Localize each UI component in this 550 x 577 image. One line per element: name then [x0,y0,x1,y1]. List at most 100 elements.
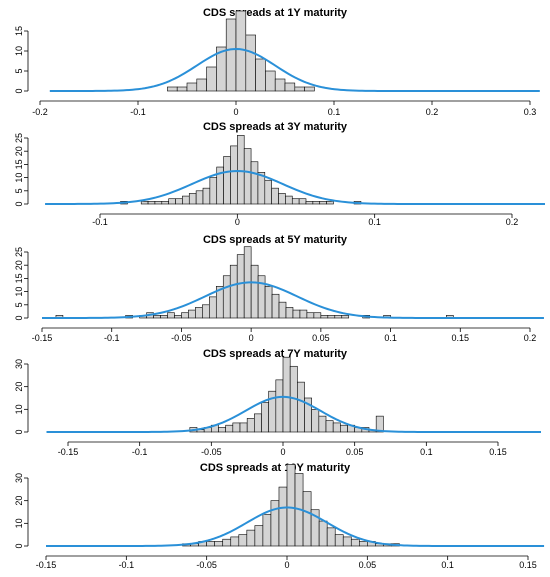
histogram-bar [299,309,308,319]
histogram-bar [225,18,237,92]
y-tick-label: 10 [14,518,24,528]
histogram-bar [271,187,279,205]
y-tick-label: 15 [14,26,24,36]
x-tick-label: 0.1 [368,217,381,227]
x-tick-label: -0.1 [119,560,135,570]
histogram-bar [196,78,207,92]
panel-title: CDS spreads at 7Y maturity [203,348,348,360]
histogram-bar [342,536,352,547]
histogram-bar [232,422,241,433]
y-tick-label: 0 [14,429,24,434]
x-tick-label: 0.05 [346,447,364,457]
x-tick-label: 0.15 [519,560,537,570]
x-tick-label: -0.15 [32,333,53,343]
histogram-bar [306,312,315,319]
histogram-bar [238,534,248,547]
x-tick-label: -0.15 [58,447,79,457]
histogram-bar [313,312,322,319]
x-tick-label: 0.2 [524,333,537,343]
x-tick-label: 0.05 [359,560,377,570]
histogram-bar [340,424,348,433]
x-tick-label: -0.1 [92,217,108,227]
histogram-bar [188,309,196,319]
x-tick-label: 0 [280,447,285,457]
histogram-bar [195,190,204,205]
histogram-bar [264,286,273,319]
histogram-bar [250,264,259,319]
histogram-bar [319,201,327,205]
histogram-bar [243,148,252,205]
histogram-bar [294,86,305,92]
y-tick-label: 15 [14,273,24,283]
x-tick-label: 0.1 [328,107,341,117]
histogram-bar [270,500,280,547]
y-tick-label: 30 [14,473,24,483]
histogram-bar [375,415,384,433]
y-tick-label: 0 [14,201,24,206]
density-curve [42,281,544,319]
histogram-panel-2: CDS spreads at 3Y maturity 0 5 10 15 20 25 -0.1… [14,121,545,227]
histogram-bar [161,201,169,205]
density-curve [45,169,545,205]
histogram-bar [202,187,211,205]
histogram-panel-1: CDS spreads at 1Y maturity 0 5 10 15 -0.2 -0.1… [14,7,540,117]
y-tick-label: 15 [14,159,24,169]
x-tick-label: -0.05 [201,447,222,457]
y-tick-label: 0 [14,315,24,320]
panel-title: CDS spreads at 1Y maturity [203,7,348,19]
histogram-bar [174,315,182,319]
histogram-bar [229,264,238,319]
histogram-bar [153,315,161,319]
histogram-bar [278,193,286,205]
x-tick-label: 0.15 [452,333,470,343]
y-tick-label: 10 [14,46,24,56]
histogram-bar [195,307,203,319]
histogram-bar [222,538,232,547]
histogram-bar [147,201,156,205]
x-tick-label: -0.15 [36,560,57,570]
histogram-bar [225,424,234,433]
histogram-bar [214,541,224,547]
histogram-bar [209,177,218,205]
histogram-panel-3: CDS spreads at 5Y maturity 0 5 10 15 20 25 -0.1… [14,234,544,343]
histogram-bar [237,135,245,205]
histogram-bar [292,309,301,319]
x-tick-label: 0 [233,107,238,117]
x-tick-label: 0 [249,333,254,343]
histogram-bar [209,296,217,319]
x-tick-label: 0.2 [506,217,519,227]
x-tick-label: -0.2 [32,107,48,117]
density-curve [46,395,541,433]
y-tick-label: 25 [14,133,24,143]
histogram-bar [332,422,341,433]
x-tick-label: 0.3 [524,107,537,117]
histogram-panel-5: CDS spreads at 10Y maturity 0 10 20 30 -0.15 -… [14,462,545,570]
histogram-panel-4: CDS spreads at 7Y maturity 0 10 20 30 -0.15 -0… [14,348,541,457]
histogram-bar [326,201,334,205]
panel-title: CDS spreads at 10Y maturity [200,462,351,474]
x-tick-label: 0 [284,560,289,570]
y-tick-label: 20 [14,146,24,156]
histogram-bar [284,82,296,92]
histogram-bar [222,275,231,319]
histogram-bar [186,82,198,92]
histogram-bar [275,379,284,433]
histogram-bar [160,315,168,319]
histogram-bar [167,312,175,319]
histogram-bar [250,161,259,205]
histogram-bar [297,381,305,433]
histogram-bar [154,201,163,205]
histogram-bar [282,356,291,433]
histogram-bar [334,315,343,319]
histogram-bar [202,304,210,319]
x-tick-label: 0.05 [312,333,330,343]
y-tick-label: 10 [14,287,24,297]
histogram-bar [265,70,276,92]
histogram-bar [271,293,280,319]
histogram-bar [285,307,294,319]
histogram-bar [274,78,286,92]
histogram-bar [245,34,256,92]
panel-title: CDS spreads at 3Y maturity [203,121,348,133]
histogram-bar [311,409,320,433]
histogram-bar [236,254,245,319]
